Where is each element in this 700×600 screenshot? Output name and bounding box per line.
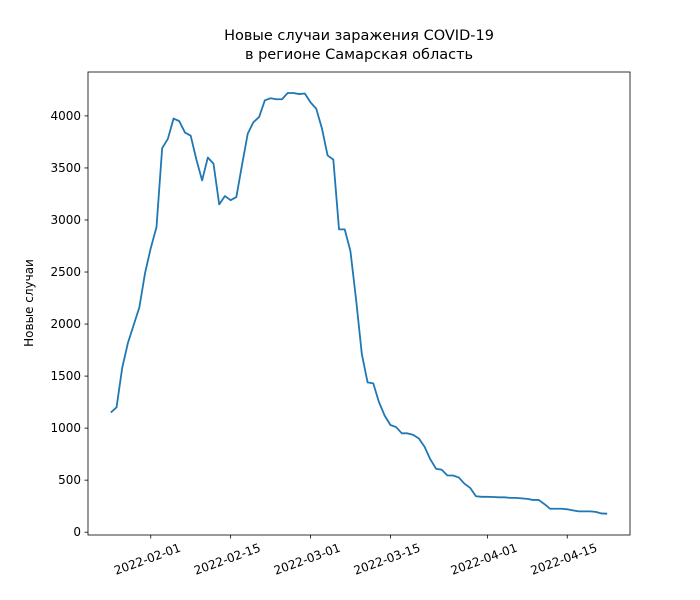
x-tick-label: 2022-03-15 [352, 541, 422, 578]
x-tick-label: 2022-04-01 [449, 541, 519, 578]
y-tick-label: 0 [73, 525, 81, 539]
y-tick-label: 4000 [50, 109, 81, 123]
y-tick-label: 1500 [50, 369, 81, 383]
plot-frame [87, 71, 631, 536]
y-tick-label: 2500 [50, 265, 81, 279]
x-tick-label: 2022-03-01 [272, 541, 342, 578]
y-tick-label: 3000 [50, 213, 81, 227]
line-series [110, 92, 608, 515]
x-tick-label: 2022-02-15 [192, 541, 262, 578]
chart-title: в регионе Самарская область [245, 47, 473, 63]
chart-title: Новые случаи заражения COVID-19 [224, 28, 494, 44]
y-tick-label: 500 [58, 473, 81, 487]
y-tick-label: 1000 [50, 421, 81, 435]
x-tick-label: 2022-02-01 [112, 541, 182, 578]
y-tick-label: 2000 [50, 317, 81, 331]
x-tick-label: 2022-04-15 [529, 541, 599, 578]
y-tick-label: 3500 [50, 161, 81, 175]
y-axis-label: Новые случаи [22, 259, 36, 347]
